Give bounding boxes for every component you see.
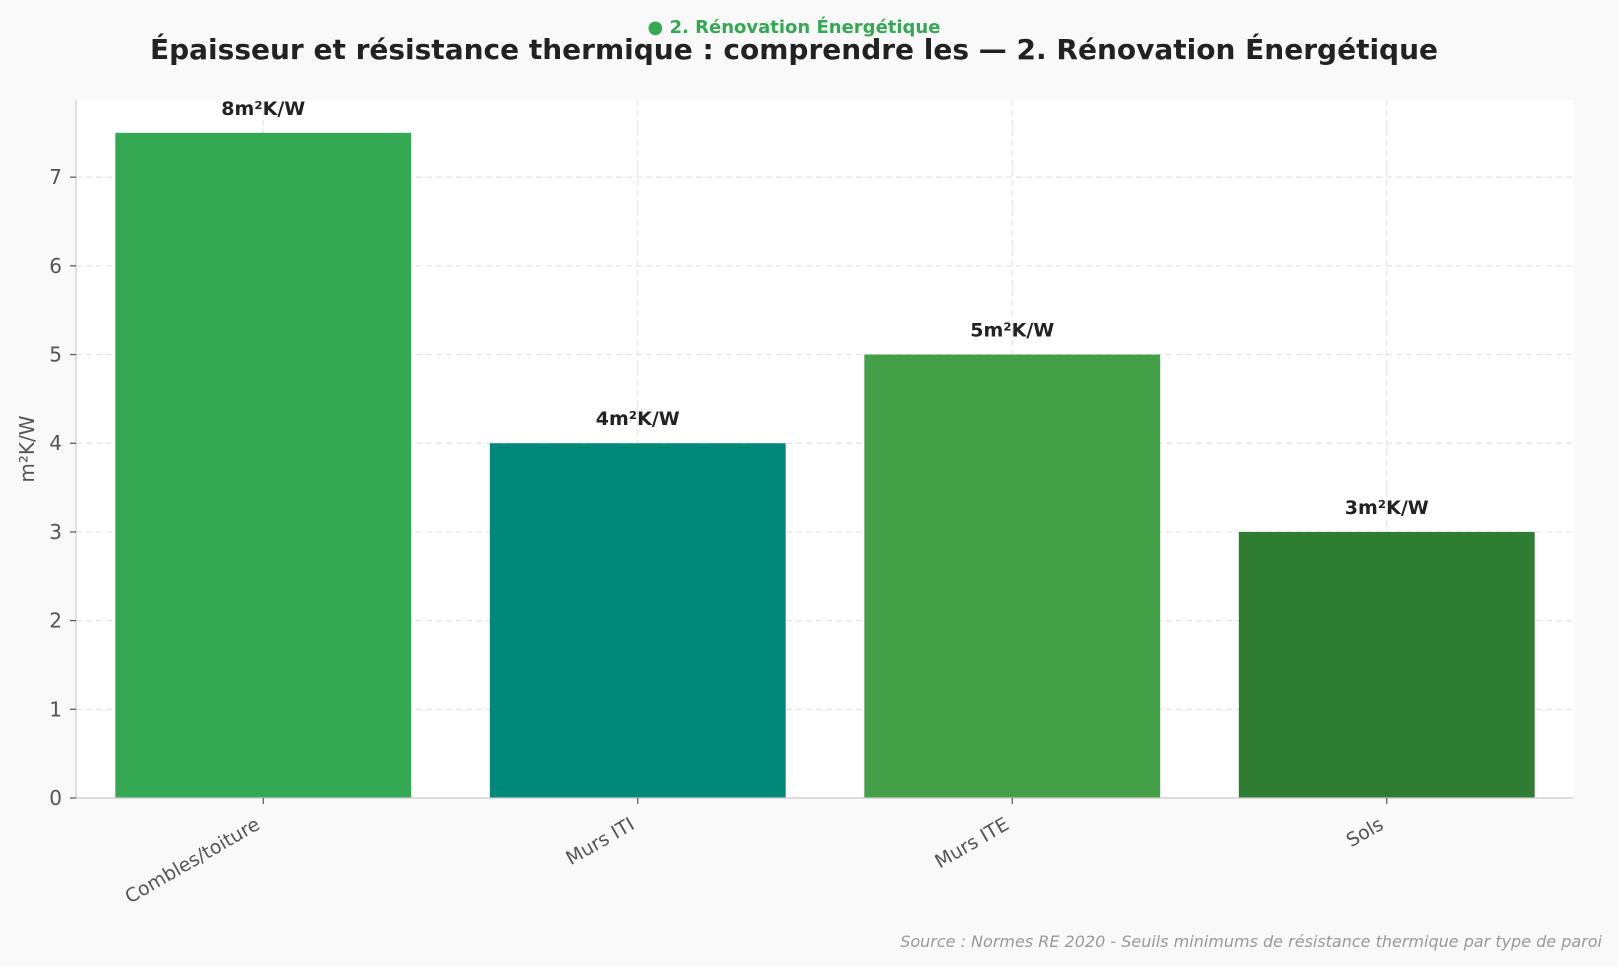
y-tick-label: 4 bbox=[49, 431, 62, 455]
x-tick-label: Murs ITI bbox=[562, 813, 638, 870]
y-tick-label: 3 bbox=[49, 520, 62, 544]
y-tick-label: 7 bbox=[49, 165, 62, 189]
source-note: Source : Normes RE 2020 - Seuils minimum… bbox=[900, 932, 1602, 951]
data-label: 4m²K/W bbox=[596, 408, 680, 430]
bar bbox=[1238, 531, 1535, 798]
y-tick-label: 0 bbox=[49, 786, 62, 810]
y-tick-label: 6 bbox=[49, 254, 62, 278]
y-tick-label: 1 bbox=[49, 697, 62, 721]
data-labels: 8m²K/W 4m²K/W 5m²K/W 3m²K/W bbox=[221, 98, 1429, 519]
y-tick-label: 2 bbox=[49, 609, 62, 633]
x-axis-ticks: Combles/toiture Murs ITI Murs ITE Sols bbox=[121, 798, 1388, 908]
bar bbox=[864, 354, 1161, 798]
chart-title: Épaisseur et résistance thermique : comp… bbox=[150, 32, 1438, 66]
chart-tag: ● 2. Rénovation Énergétique bbox=[648, 16, 941, 38]
x-tick-label: Combles/toiture bbox=[121, 813, 263, 908]
y-axis-ticks: 0 1 2 3 4 5 6 7 bbox=[49, 165, 76, 810]
x-tick-label: Murs ITE bbox=[931, 813, 1012, 873]
plot-area: 8m²K/W 4m²K/W 5m²K/W 3m²K/W 0 1 2 3 4 5 6 7 Comble… bbox=[49, 98, 1574, 908]
x-tick-label: Sols bbox=[1343, 813, 1388, 851]
y-axis-label: m²K/W bbox=[15, 415, 39, 482]
bar bbox=[115, 132, 412, 799]
bars bbox=[115, 132, 1535, 799]
data-label: 5m²K/W bbox=[970, 320, 1054, 342]
bar bbox=[489, 443, 786, 798]
y-tick-label: 5 bbox=[49, 343, 62, 367]
data-label: 3m²K/W bbox=[1345, 497, 1429, 519]
data-label: 8m²K/W bbox=[221, 98, 305, 120]
